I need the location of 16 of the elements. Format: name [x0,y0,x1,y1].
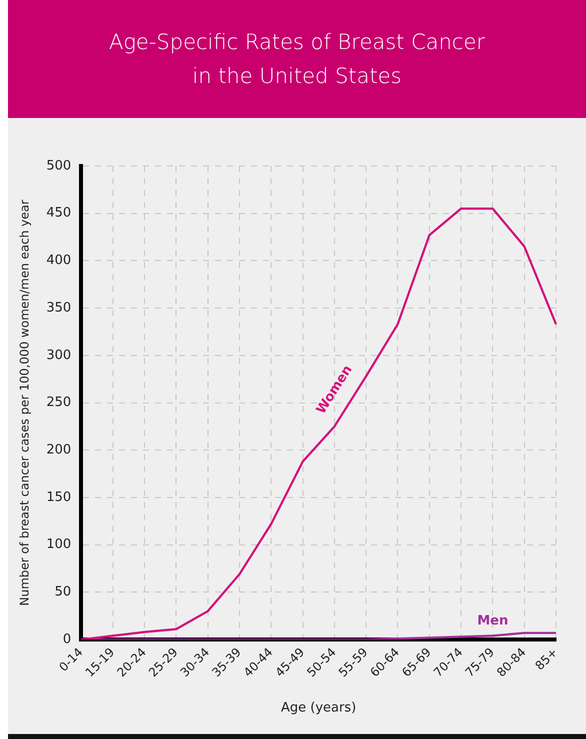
y-tick-label: 150 [46,490,72,505]
y-tick-label: 100 [46,537,72,552]
y-tick-label: 50 [54,584,72,600]
y-axis-title: Number of breast cancer cases per 100,000 women/men each year [17,200,32,606]
y-tick-label: 0 [62,632,72,647]
x-axis-title: Age (years) [281,700,356,716]
y-tick-label: 250 [46,395,72,410]
series-label: Men [477,614,508,629]
y-tick-label: 300 [46,348,72,363]
y-tick-label: 350 [46,300,72,316]
y-tick-label: 200 [46,442,72,458]
y-tick-label: 500 [46,158,72,174]
y-tick-label: 400 [46,253,72,268]
chart-title: Age-Specific Rates of Breast Cancer in the United States [108,29,486,90]
x-tick-label: 85+ [532,645,560,673]
y-tick-label: 450 [46,206,72,221]
